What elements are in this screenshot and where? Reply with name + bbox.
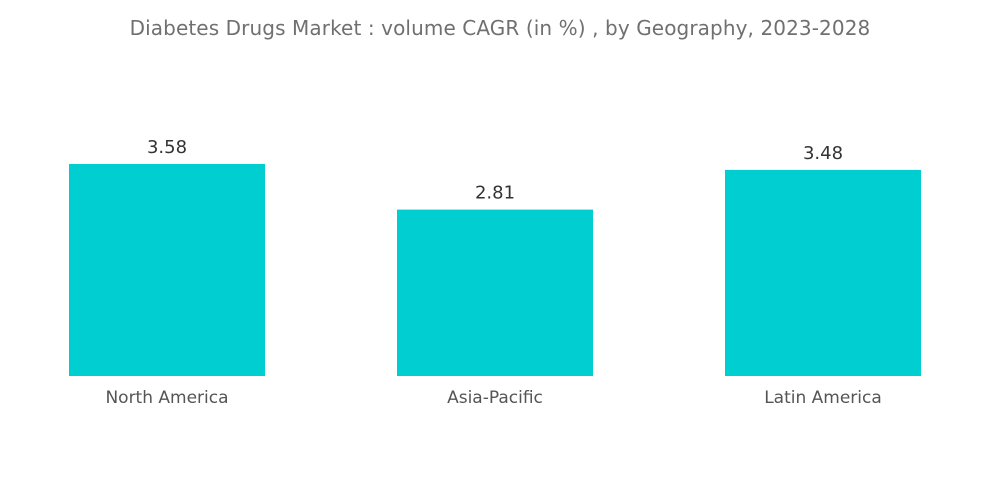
data-label-north-america: 3.58 bbox=[147, 137, 187, 158]
bar-asia-pacific bbox=[397, 209, 593, 376]
value-labels-group: 3.58 2.81 3.48 bbox=[147, 137, 843, 204]
chart-title: Diabetes Drugs Market : volume CAGR (in … bbox=[129, 16, 871, 40]
bar-latin-america bbox=[725, 169, 921, 376]
x-tick-label-asia-pacific: Asia-Pacific bbox=[447, 388, 543, 408]
tick-labels-group: North America Asia-Pacific Latin America bbox=[105, 388, 881, 408]
x-tick-label-north-america: North America bbox=[105, 388, 228, 408]
data-label-asia-pacific: 2.81 bbox=[475, 183, 515, 204]
bar-north-america bbox=[69, 164, 265, 376]
bars-group bbox=[69, 164, 921, 376]
x-tick-label-latin-america: Latin America bbox=[764, 388, 882, 408]
data-label-latin-america: 3.48 bbox=[803, 143, 843, 164]
